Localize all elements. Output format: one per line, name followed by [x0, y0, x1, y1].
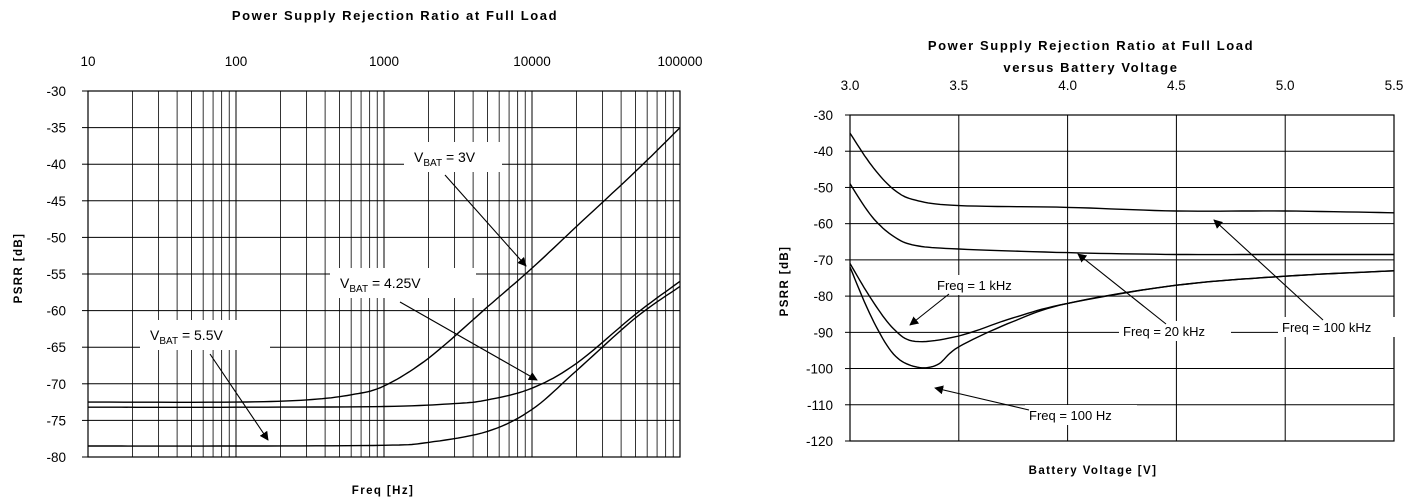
- y-tick-label: -100: [806, 362, 833, 377]
- x-tick-label: 5.0: [1276, 78, 1295, 93]
- y-tick-label: -60: [813, 217, 833, 232]
- x-tick-label: 1000: [369, 54, 399, 69]
- chart-title: Power Supply Rejection Ratio at Full Loa…: [928, 38, 1254, 53]
- series-line-4: [849, 266, 1395, 369]
- series-label: VBAT = 4.25V: [340, 275, 421, 295]
- y-tick-label: -90: [813, 325, 833, 340]
- annotation-arrow: [909, 293, 950, 326]
- annotation-background: [933, 275, 1037, 295]
- series-label: VBAT = 3V: [414, 149, 476, 169]
- annotation-arrow: [444, 174, 527, 267]
- psrr-frequency-plot: Power Supply Rejection Ratio at Full Loa…: [13, 8, 703, 497]
- annotation-arrow: [934, 385, 1030, 411]
- annotation-background: [140, 320, 270, 350]
- x-tick-label: 4.5: [1167, 78, 1186, 93]
- annotation-background: [1278, 317, 1398, 337]
- y-tick-label: -30: [813, 108, 833, 123]
- annotation-arrow: [1213, 219, 1324, 321]
- y-tick-label: -45: [46, 194, 66, 209]
- series-line-1: [849, 132, 1395, 214]
- y-axis-label: PSRR [dB]: [13, 233, 25, 304]
- x-tick-label: 4.0: [1058, 78, 1077, 93]
- y-tick-label: -75: [46, 413, 66, 428]
- y-tick-label: -80: [813, 289, 833, 304]
- series-line-1: [88, 127, 681, 403]
- y-tick-label: -50: [813, 180, 833, 195]
- y-axis-label: PSRR [dB]: [779, 246, 791, 317]
- x-tick-label: 100000: [657, 54, 702, 69]
- series-line-2: [849, 183, 1394, 256]
- y-tick-label: -55: [46, 267, 66, 282]
- psrr-battery-voltage-chart: Power Supply Rejection Ratio at Full Loa…: [711, 0, 1422, 502]
- y-tick-label: -35: [46, 121, 66, 136]
- series-label: Freq = 100 kHz: [1282, 320, 1371, 335]
- annotation-background: [1025, 405, 1137, 425]
- series-line-2: [88, 280, 681, 408]
- y-tick-label: -120: [806, 434, 833, 449]
- y-tick-label: -50: [46, 230, 66, 245]
- x-axis-label: Battery Voltage [V]: [1029, 465, 1158, 477]
- y-tick-label: -65: [46, 340, 66, 355]
- x-tick-label: 10: [80, 54, 95, 69]
- annotation-background: [404, 142, 502, 172]
- x-axis-label: Freq [Hz]: [352, 485, 414, 497]
- chart-title: Power Supply Rejection Ratio at Full Loa…: [232, 8, 558, 23]
- annotation-background: [330, 268, 476, 298]
- y-tick-label: -70: [46, 377, 66, 392]
- y-tick-label: -110: [807, 398, 833, 413]
- y-tick-label: -80: [46, 450, 66, 465]
- annotation-arrow: [1077, 253, 1167, 325]
- series-line-3: [88, 285, 681, 447]
- series-label: VBAT = 5.5V: [150, 327, 223, 347]
- x-tick-label: 100: [225, 54, 248, 69]
- annotation-arrow: [399, 301, 538, 381]
- y-tick-label: -40: [813, 144, 833, 159]
- series-label: Freq = 100 Hz: [1029, 408, 1112, 423]
- chart-subtitle: versus Battery Voltage: [1003, 60, 1178, 75]
- annotation-background: [1119, 321, 1231, 341]
- x-tick-label: 10000: [513, 54, 551, 69]
- annotation-arrow: [209, 353, 269, 441]
- series-label: Freq = 1 kHz: [937, 278, 1012, 293]
- plot-frame: [849, 114, 1395, 442]
- x-tick-label: 5.5: [1385, 78, 1404, 93]
- psrr-frequency-chart: Power Supply Rejection Ratio at Full Loa…: [13, 8, 703, 497]
- y-tick-label: -60: [46, 304, 66, 319]
- y-tick-label: -30: [46, 84, 66, 99]
- y-tick-label: -40: [46, 157, 66, 172]
- x-tick-label: 3.0: [841, 78, 860, 93]
- psrr-battery-voltage-plot: Power Supply Rejection Ratio at Full Loa…: [779, 38, 1404, 477]
- x-tick-label: 3.5: [949, 78, 968, 93]
- y-tick-label: -70: [813, 253, 833, 268]
- plot-frame: [87, 90, 681, 458]
- series-label: Freq = 20 kHz: [1123, 324, 1205, 339]
